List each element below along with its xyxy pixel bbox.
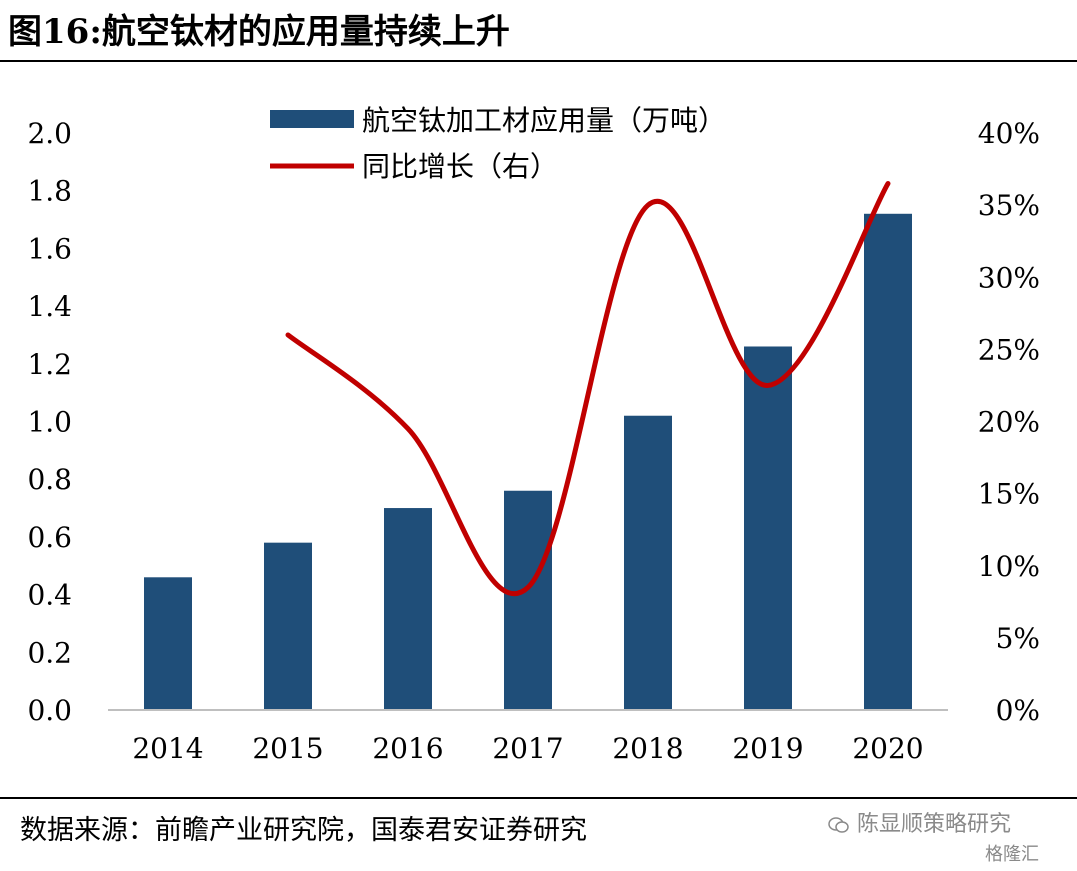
right-tick-label: 0%	[996, 694, 1040, 727]
bar-2020	[864, 213, 912, 710]
bar-2017	[504, 490, 552, 710]
right-tick-label: 35%	[978, 189, 1040, 222]
left-tick-label: 1.6	[27, 232, 72, 265]
chart-area: 0.0 0.2 0.4 0.6 0.8 1.0 1.2 1.4 1.6 1.8 2.0 0% 5% 10…	[27, 104, 1040, 765]
x-tick-label: 2017	[492, 732, 563, 765]
left-tick-label: 0.2	[27, 636, 72, 669]
x-tick-label: 2018	[612, 732, 683, 765]
right-tick-label: 40%	[978, 117, 1040, 150]
bar-2014	[144, 577, 192, 710]
x-tick-label: 2019	[732, 732, 803, 765]
right-tick-label: 25%	[978, 333, 1040, 366]
x-tick-label: 2020	[852, 732, 923, 765]
left-tick-label: 1.8	[27, 175, 72, 208]
left-tick-label: 1.0	[27, 406, 72, 439]
left-tick-label: 1.2	[27, 348, 72, 381]
left-tick-label: 0.4	[27, 579, 72, 612]
watermark-text: 陈显顺策略研究	[857, 812, 1012, 837]
source-note: 数据来源：前瞻产业研究院，国泰君安证券研究	[20, 815, 587, 846]
left-tick-label: 0.6	[27, 521, 72, 554]
right-tick-label: 10%	[978, 550, 1040, 583]
growth-line	[285, 180, 891, 597]
left-tick-label: 1.4	[27, 290, 72, 323]
right-axis-ticks: 0% 5% 10% 15% 20% 25% 30% 35% 40%	[978, 117, 1040, 727]
legend-bar-swatch	[270, 110, 354, 128]
legend-bar-label: 航空钛加工材应用量（万吨）	[362, 104, 726, 137]
watermark: 陈显顺策略研究	[828, 806, 1011, 838]
bar-2016	[384, 508, 432, 710]
bar-2019	[744, 346, 792, 710]
x-axis-labels: 2014 2015 2016 2017 2018 2019 2020	[132, 732, 923, 765]
right-tick-label: 20%	[978, 406, 1040, 439]
right-tick-label: 5%	[996, 622, 1040, 655]
left-tick-label: 0.8	[27, 463, 72, 496]
watermark-sub: 格隆汇	[985, 844, 1039, 865]
left-tick-label: 2.0	[27, 117, 72, 150]
right-tick-label: 30%	[978, 261, 1040, 294]
bar-series	[144, 213, 912, 710]
bar-2015	[264, 542, 312, 710]
left-axis-ticks: 0.0 0.2 0.4 0.6 0.8 1.0 1.2 1.4 1.6 1.8 2.0	[27, 117, 72, 727]
source-divider	[0, 797, 1077, 799]
right-tick-label: 15%	[978, 478, 1040, 511]
left-tick-label: 0.0	[27, 694, 72, 727]
legend: 航空钛加工材应用量（万吨） 同比增长（右）	[270, 104, 726, 183]
x-tick-label: 2015	[252, 732, 323, 765]
legend-line-label: 同比增长（右）	[362, 150, 558, 183]
wechat-icon	[828, 817, 849, 833]
x-tick-label: 2014	[132, 732, 203, 765]
figure-title: 图16:航空钛材的应用量持续上升	[8, 12, 510, 52]
bar-2018	[624, 415, 672, 710]
x-tick-label: 2016	[372, 732, 443, 765]
title-divider	[0, 60, 1077, 62]
